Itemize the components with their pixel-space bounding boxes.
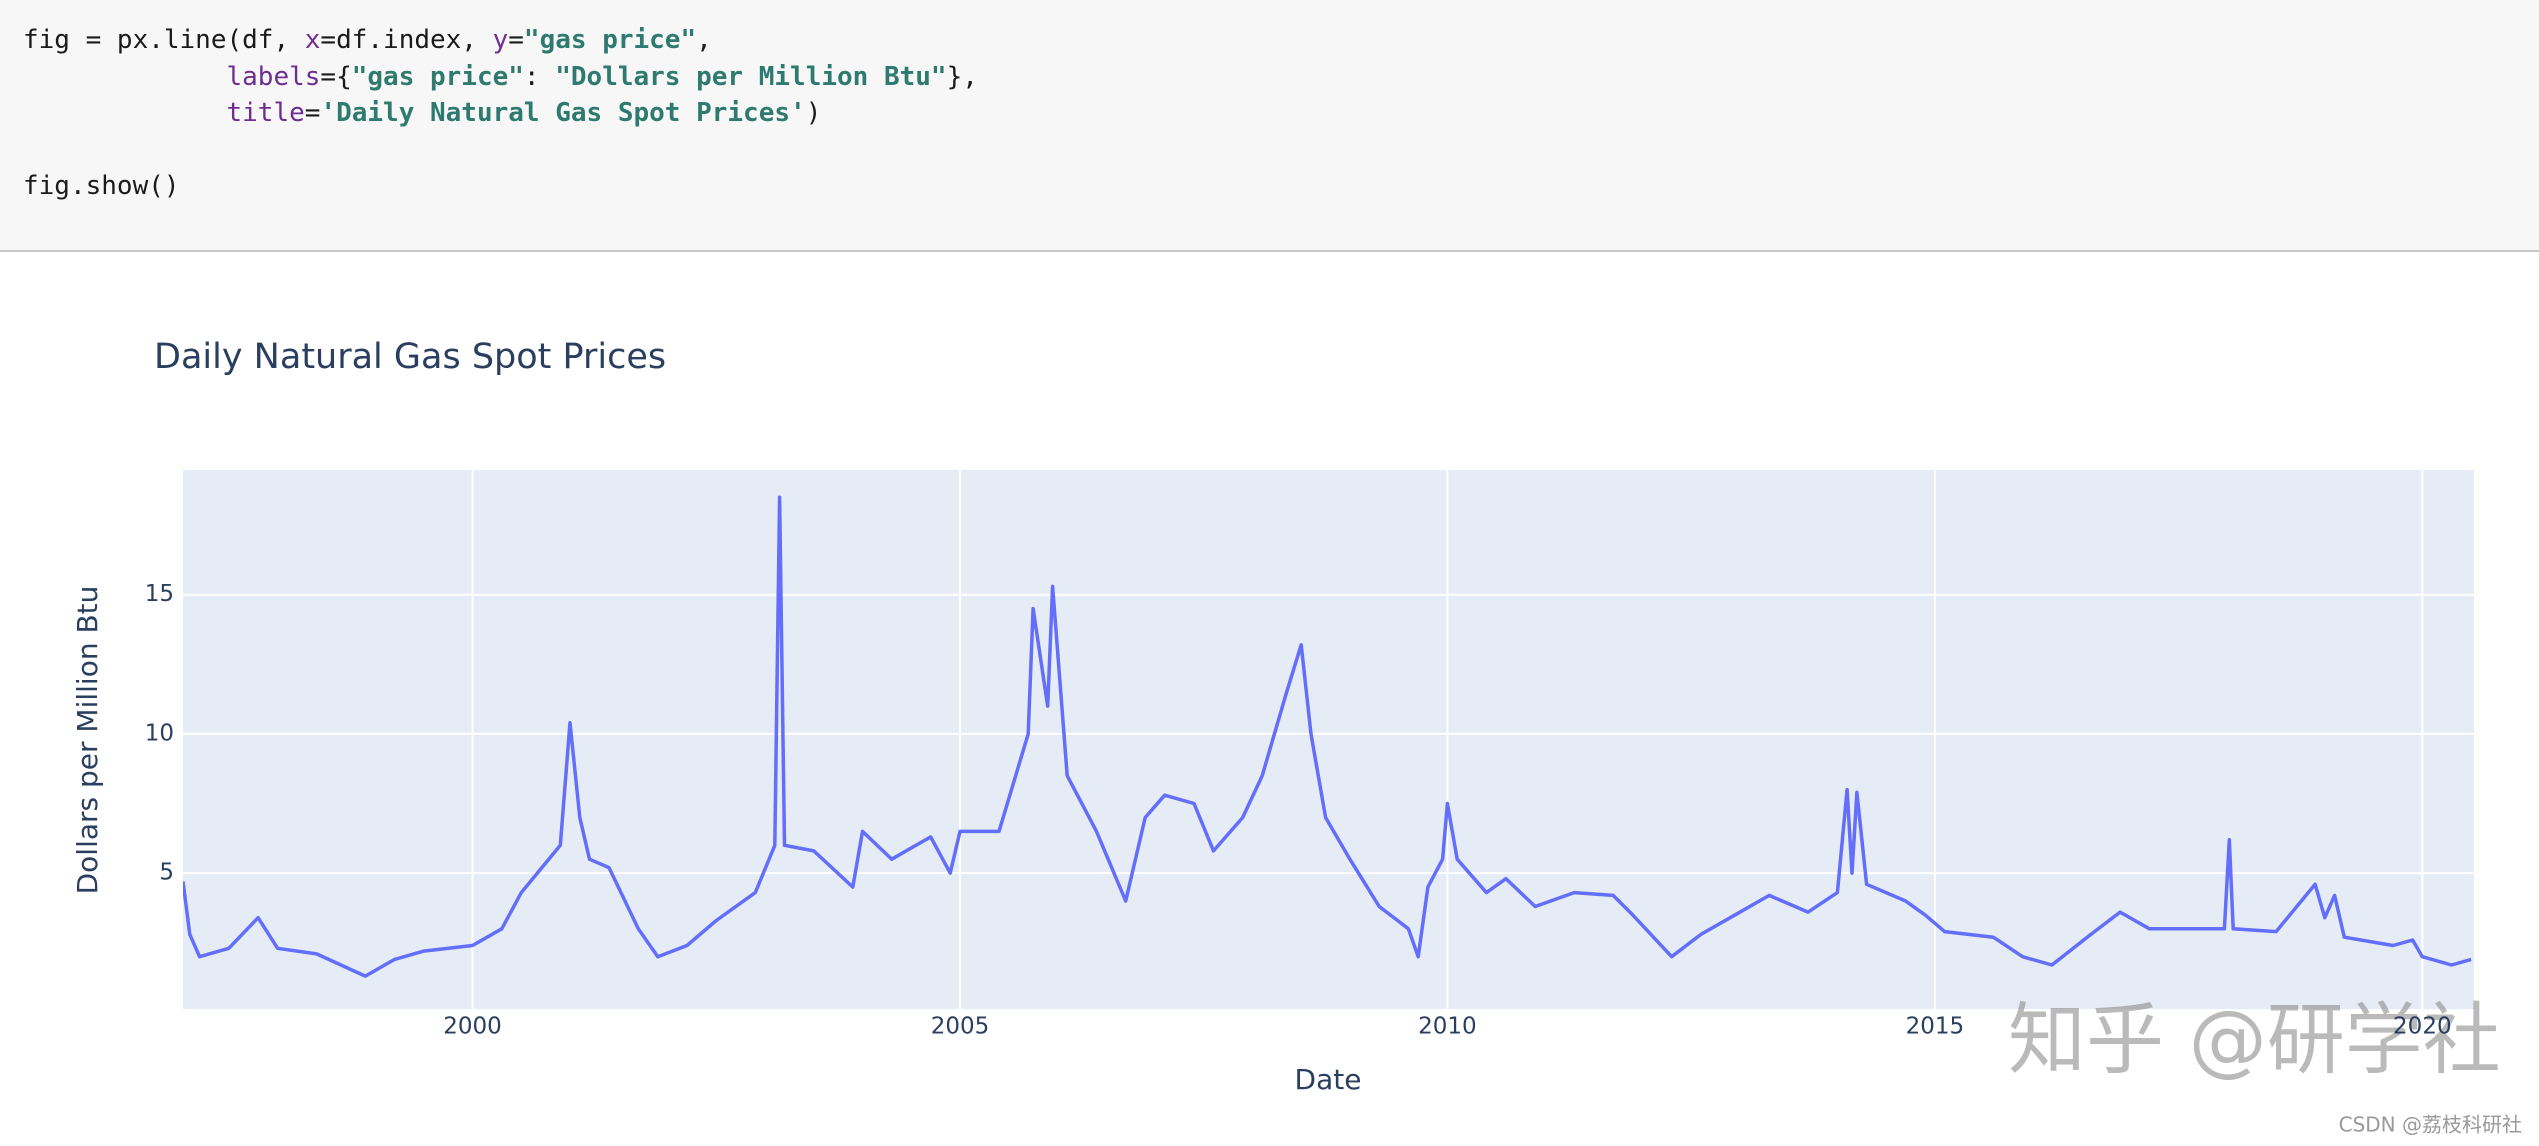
code-token: "Dollars per Million Btu" — [555, 61, 947, 92]
code-token: "gas price" — [523, 25, 697, 55]
y-tick-label: 5 — [159, 860, 174, 886]
code-token: labels — [23, 61, 321, 92]
code-line: labels={"gas price": "Dollars per Millio… — [23, 59, 2516, 96]
x-tick-label: 2000 — [443, 1014, 502, 1040]
x-tick-label: 2010 — [1418, 1014, 1477, 1040]
code-line: fig.show() — [23, 168, 2516, 205]
code-line: fig = px.line(df, x=df.index, y="gas pri… — [23, 22, 2516, 59]
code-token: fig = px.line(df, — [23, 25, 305, 55]
watermark: 知乎 @研学社 — [2008, 995, 2501, 1085]
code-token: ) — [805, 98, 822, 128]
price-line — [183, 495, 2472, 978]
code-token: = — [304, 98, 321, 128]
code-token: ={ — [320, 61, 352, 92]
x-axis-label: Date — [1295, 1063, 1362, 1096]
code-token: = — [508, 25, 524, 55]
y-tick-label: 15 — [145, 581, 174, 607]
code-cell: fig = px.line(df, x=df.index, y="gas pri… — [0, 0, 2539, 252]
watermark-corner: CSDN @荔枝科研社 — [2339, 1113, 2522, 1137]
y-tick-label: 10 — [145, 720, 174, 746]
code-token: title — [23, 98, 305, 128]
y-axis-label: Dollars per Million Btu — [71, 586, 104, 895]
x-tick-label: 2005 — [931, 1014, 990, 1040]
code-token: "gas price" — [351, 61, 524, 92]
x-tick-label: 2015 — [1906, 1014, 1965, 1040]
code-token: 'Daily Natural Gas Spot Prices' — [320, 98, 806, 128]
chart-title: Daily Natural Gas Spot Prices — [154, 337, 666, 377]
code-token: y — [492, 25, 509, 55]
plot-layer — [183, 470, 2474, 1009]
code-token: =df.index, — [320, 25, 493, 55]
code-token: fig.show() — [23, 171, 180, 201]
code-line: title='Daily Natural Gas Spot Prices') — [23, 95, 2516, 132]
plot-area — [183, 470, 2474, 1009]
x-tick-label: 2020 — [2393, 1014, 2452, 1040]
code-token: x — [304, 25, 321, 55]
code-token: }, — [946, 61, 978, 92]
code-token: , — [696, 25, 712, 55]
code-token: : — [523, 61, 556, 92]
